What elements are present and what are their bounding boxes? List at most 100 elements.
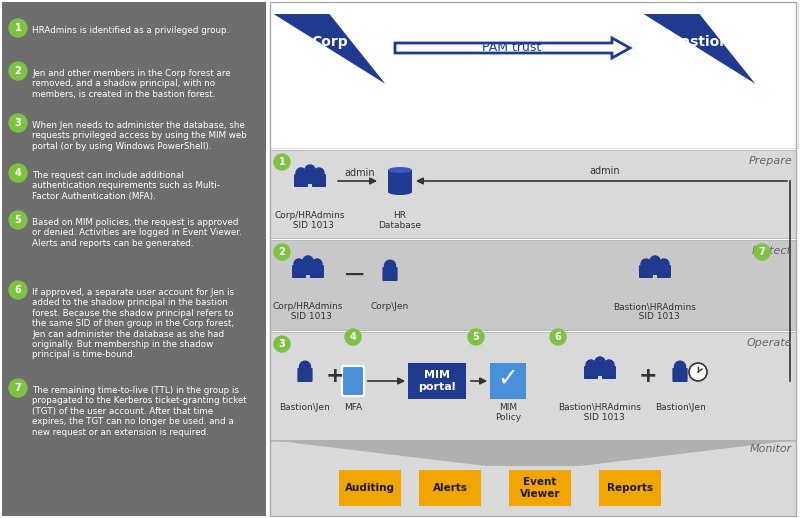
FancyBboxPatch shape (490, 363, 526, 399)
Text: Bastion: Bastion (670, 35, 730, 49)
FancyBboxPatch shape (382, 267, 398, 281)
FancyArrow shape (395, 38, 630, 58)
Circle shape (9, 114, 27, 132)
Ellipse shape (388, 189, 412, 195)
FancyBboxPatch shape (342, 366, 364, 396)
Text: 7: 7 (758, 247, 766, 257)
Text: Alerts: Alerts (433, 483, 467, 493)
Text: Bastion\Jen: Bastion\Jen (280, 403, 330, 412)
Text: Prepare: Prepare (748, 156, 792, 166)
Text: admin: admin (345, 168, 375, 178)
Text: Based on MIM policies, the request is approved
or denied. Activities are logged : Based on MIM policies, the request is ap… (32, 218, 242, 248)
FancyBboxPatch shape (303, 171, 317, 184)
FancyBboxPatch shape (408, 363, 466, 399)
Text: 5: 5 (14, 215, 22, 225)
Circle shape (9, 164, 27, 182)
Polygon shape (640, 13, 760, 88)
Text: Reports: Reports (607, 483, 653, 493)
Text: The remaining time-to-live (TTL) in the group is
propagated to the Kerberos tick: The remaining time-to-live (TTL) in the … (32, 386, 246, 437)
Text: +: + (326, 366, 344, 386)
Circle shape (385, 260, 395, 271)
Text: Corp/HRAdmins
  SID 1013: Corp/HRAdmins SID 1013 (273, 302, 343, 321)
Text: Operate: Operate (746, 338, 792, 348)
FancyBboxPatch shape (657, 265, 671, 278)
Text: 1: 1 (14, 23, 22, 33)
Text: 7: 7 (14, 383, 22, 393)
FancyBboxPatch shape (292, 265, 306, 278)
Circle shape (595, 357, 605, 367)
FancyBboxPatch shape (294, 174, 308, 187)
Text: HRAdmins is identified as a privileged group.: HRAdmins is identified as a privileged g… (32, 26, 229, 35)
Circle shape (650, 256, 660, 266)
FancyBboxPatch shape (639, 265, 653, 278)
Text: 6: 6 (14, 285, 22, 295)
Text: 3: 3 (14, 118, 22, 128)
Text: 3: 3 (278, 339, 286, 349)
FancyBboxPatch shape (339, 470, 401, 506)
Circle shape (9, 62, 27, 80)
Circle shape (305, 165, 315, 175)
Circle shape (550, 329, 566, 345)
FancyBboxPatch shape (648, 262, 662, 275)
Circle shape (296, 168, 306, 178)
Text: If approved, a separate user account for Jen is
added to the shadow principal in: If approved, a separate user account for… (32, 288, 234, 359)
Circle shape (9, 19, 27, 37)
Circle shape (659, 259, 669, 269)
Text: Protect: Protect (752, 246, 792, 256)
Text: ✓: ✓ (498, 367, 518, 391)
FancyBboxPatch shape (599, 470, 661, 506)
Circle shape (299, 361, 310, 372)
FancyBboxPatch shape (270, 441, 796, 516)
Text: Corp\Jen: Corp\Jen (371, 302, 409, 311)
FancyBboxPatch shape (2, 2, 266, 516)
FancyBboxPatch shape (312, 174, 326, 187)
Text: 5: 5 (473, 332, 479, 342)
Circle shape (604, 360, 614, 370)
Text: Bastion\HRAdmins
   SID 1013: Bastion\HRAdmins SID 1013 (614, 302, 697, 321)
FancyBboxPatch shape (672, 368, 688, 382)
Text: HR
Database: HR Database (378, 211, 422, 231)
Text: +: + (638, 366, 658, 386)
Circle shape (689, 363, 707, 381)
Circle shape (9, 379, 27, 397)
Circle shape (314, 168, 324, 178)
Circle shape (274, 154, 290, 170)
FancyBboxPatch shape (298, 368, 313, 382)
FancyBboxPatch shape (593, 363, 607, 376)
Text: The request can include additional
authentication requirements such as Multi-
Fa: The request can include additional authe… (32, 171, 220, 201)
Text: −: − (343, 261, 366, 289)
Text: 1: 1 (278, 157, 286, 167)
Text: 4: 4 (14, 168, 22, 178)
FancyBboxPatch shape (419, 470, 481, 506)
Text: Auditing: Auditing (345, 483, 395, 493)
Text: 6: 6 (554, 332, 562, 342)
Text: Bastion\Jen: Bastion\Jen (654, 403, 706, 412)
Text: 2: 2 (14, 66, 22, 76)
Circle shape (754, 244, 770, 260)
Circle shape (674, 361, 686, 372)
Circle shape (312, 259, 322, 269)
Text: Corp: Corp (312, 35, 348, 49)
Circle shape (303, 256, 313, 266)
FancyBboxPatch shape (301, 262, 315, 275)
Ellipse shape (388, 167, 412, 173)
Circle shape (468, 329, 484, 345)
Text: admin: admin (590, 166, 620, 176)
Text: When Jen needs to administer the database, she
requests privileged access by usi: When Jen needs to administer the databas… (32, 121, 246, 151)
Text: MFA: MFA (344, 403, 362, 412)
Circle shape (294, 259, 304, 269)
Polygon shape (270, 13, 390, 88)
Text: PAM trust: PAM trust (482, 40, 542, 53)
Polygon shape (270, 440, 796, 466)
Text: Monitor: Monitor (750, 444, 792, 454)
FancyBboxPatch shape (270, 332, 796, 440)
Circle shape (9, 211, 27, 229)
FancyBboxPatch shape (509, 470, 571, 506)
FancyBboxPatch shape (602, 366, 616, 379)
Text: MIM
portal: MIM portal (418, 370, 456, 392)
FancyBboxPatch shape (388, 170, 412, 192)
Text: Event
Viewer: Event Viewer (520, 477, 560, 499)
Text: Jen and other members in the Corp forest are
removed, and a shadow principal, wi: Jen and other members in the Corp forest… (32, 69, 230, 99)
FancyBboxPatch shape (270, 150, 796, 238)
Circle shape (586, 360, 596, 370)
